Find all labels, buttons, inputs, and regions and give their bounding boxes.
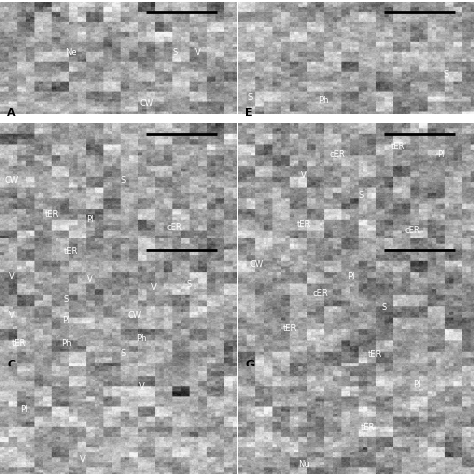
- Text: Ph: Ph: [61, 339, 72, 348]
- Text: CW: CW: [5, 176, 19, 185]
- Text: tER: tER: [361, 423, 375, 432]
- Text: S: S: [64, 295, 69, 304]
- Text: B: B: [7, 237, 16, 247]
- Text: Pl: Pl: [437, 150, 445, 159]
- Text: tER: tER: [64, 247, 78, 255]
- Text: F: F: [245, 237, 253, 247]
- Text: V: V: [9, 311, 15, 319]
- Text: cER: cER: [329, 150, 345, 159]
- Text: V: V: [139, 382, 145, 391]
- Text: S: S: [186, 280, 191, 289]
- Text: Ph: Ph: [137, 334, 147, 343]
- Text: S: S: [120, 176, 125, 185]
- Text: V: V: [87, 275, 92, 284]
- Text: A: A: [7, 108, 16, 118]
- Text: V: V: [195, 48, 201, 57]
- Text: S: S: [172, 48, 177, 57]
- Text: Pl: Pl: [414, 380, 421, 389]
- Text: tER: tER: [45, 210, 59, 219]
- Text: Ph: Ph: [318, 96, 328, 105]
- Text: C: C: [7, 360, 15, 370]
- Text: S: S: [382, 303, 387, 312]
- Text: G: G: [245, 360, 254, 370]
- Text: S: S: [443, 70, 448, 79]
- Text: V: V: [151, 283, 156, 292]
- Text: V: V: [80, 455, 85, 464]
- Text: Pl: Pl: [63, 316, 70, 325]
- Text: E: E: [245, 108, 253, 118]
- Text: CW: CW: [128, 311, 142, 319]
- Text: tER: tER: [12, 339, 26, 348]
- Text: cER: cER: [405, 226, 420, 235]
- Text: V: V: [9, 273, 15, 281]
- Text: tER: tER: [391, 143, 406, 151]
- Text: Nu: Nu: [298, 460, 310, 469]
- Text: tER: tER: [297, 220, 311, 229]
- Text: tER: tER: [283, 324, 297, 332]
- Text: cER: cER: [313, 289, 328, 298]
- Text: Pl: Pl: [347, 273, 355, 281]
- Text: Ne: Ne: [65, 48, 77, 57]
- Text: CW: CW: [250, 260, 264, 268]
- Text: tER: tER: [368, 350, 382, 359]
- Text: Pl: Pl: [86, 215, 93, 224]
- Text: V: V: [301, 172, 307, 181]
- Text: CW: CW: [139, 99, 154, 108]
- Text: S: S: [120, 349, 125, 358]
- Text: Pl: Pl: [20, 405, 27, 414]
- Text: cER: cER: [167, 223, 182, 232]
- Text: S: S: [247, 92, 252, 101]
- Text: S: S: [358, 191, 363, 200]
